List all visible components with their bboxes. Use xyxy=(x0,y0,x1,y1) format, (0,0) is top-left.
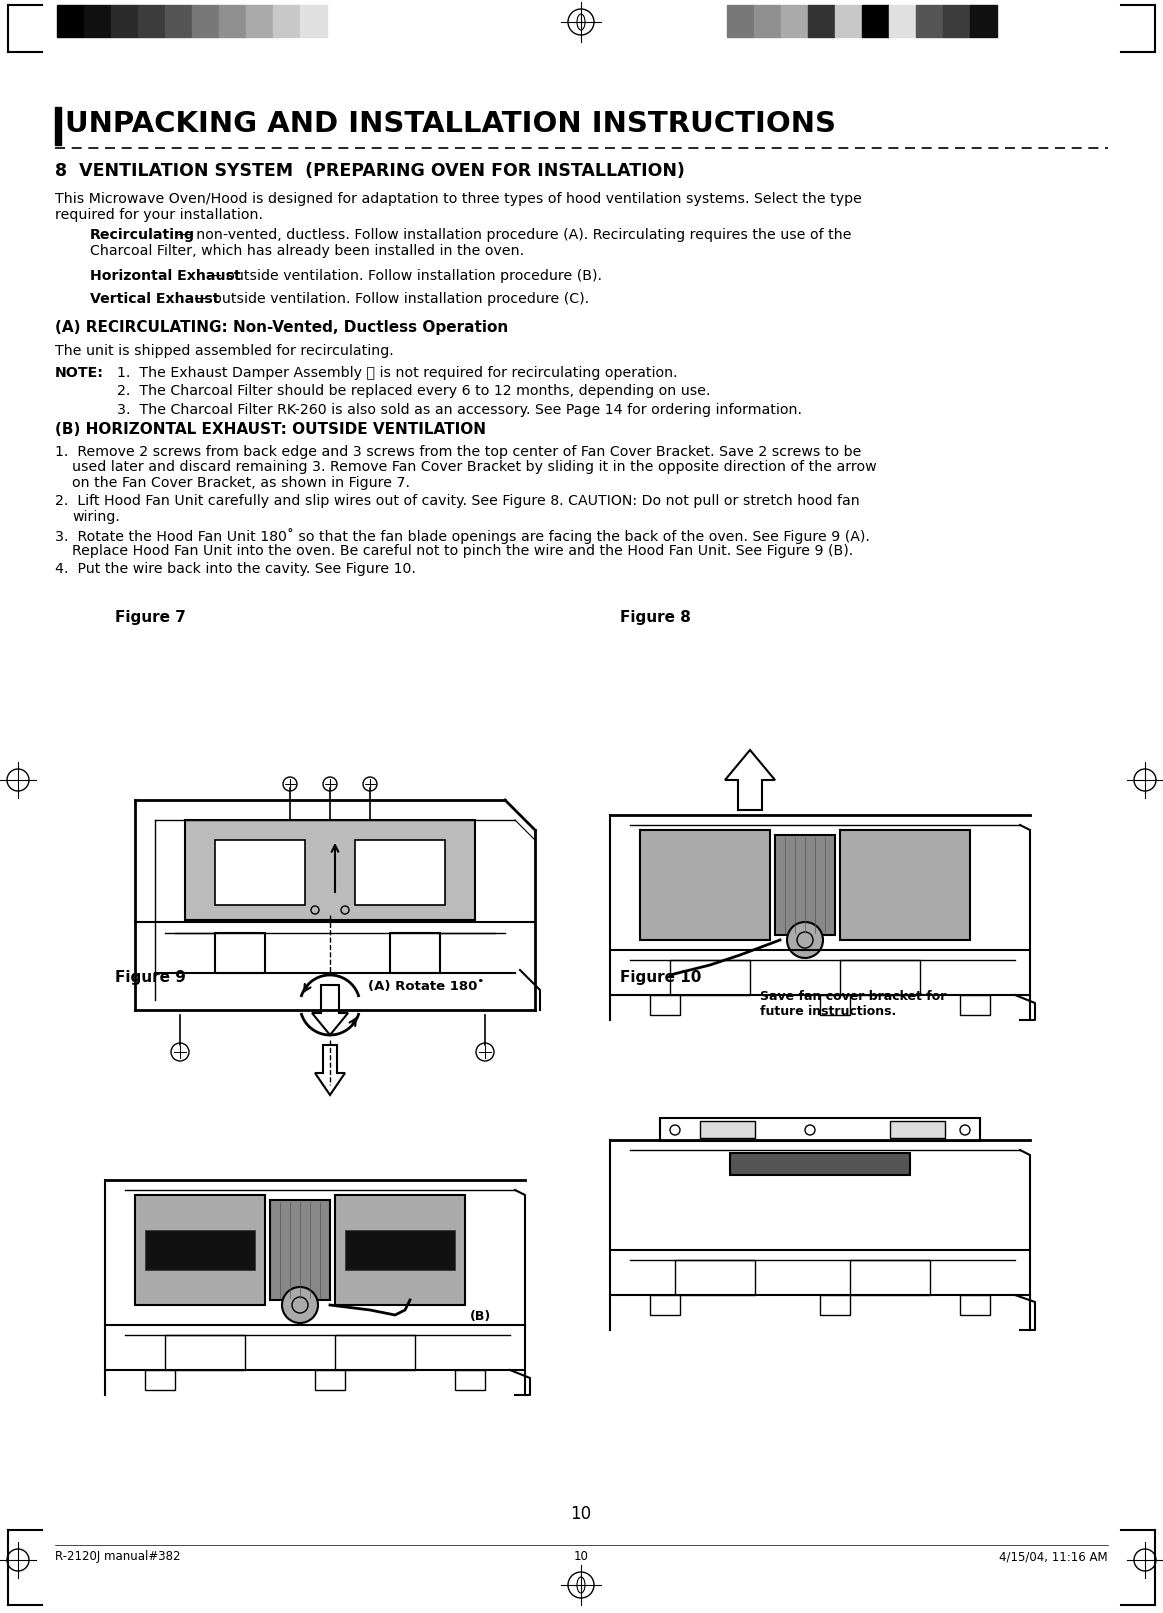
Text: Horizontal Exhaust: Horizontal Exhaust xyxy=(90,269,241,282)
Circle shape xyxy=(281,1287,317,1323)
Bar xyxy=(273,5,300,37)
Text: — outside ventilation. Follow installation procedure (C).: — outside ventilation. Follow installati… xyxy=(190,292,590,306)
Text: 3.  The Charcoal Filter RK-260 is also sold as an accessory. See Page 14 for ord: 3. The Charcoal Filter RK-260 is also so… xyxy=(117,403,802,418)
Bar xyxy=(820,995,850,1015)
Bar xyxy=(145,1369,174,1390)
Bar xyxy=(650,1295,680,1315)
Bar xyxy=(247,5,273,37)
Text: Charcoal Filter, which has already been installed in the oven.: Charcoal Filter, which has already been … xyxy=(90,244,525,258)
Text: 2.  Lift Hood Fan Unit carefully and slip wires out of cavity. See Figure 8. CAU: 2. Lift Hood Fan Unit carefully and slip… xyxy=(55,494,859,508)
Bar xyxy=(959,995,990,1015)
Text: 10: 10 xyxy=(573,1550,588,1563)
Bar xyxy=(650,995,680,1015)
Text: Figure 10: Figure 10 xyxy=(620,969,701,986)
Bar xyxy=(730,1153,909,1174)
Text: Save fan cover bracket for
future instructions.: Save fan cover bracket for future instru… xyxy=(759,990,947,1018)
Bar xyxy=(970,5,997,37)
Bar xyxy=(820,1295,850,1315)
Text: (B): (B) xyxy=(470,1310,491,1323)
Text: — non-vented, ductless. Follow installation procedure (A). Recirculating require: — non-vented, ductless. Follow installat… xyxy=(173,227,851,242)
Bar xyxy=(808,5,835,37)
Bar xyxy=(300,5,327,37)
Text: 3.  Rotate the Hood Fan Unit 180˚ so that the fan blade openings are facing the : 3. Rotate the Hood Fan Unit 180˚ so that… xyxy=(55,527,870,544)
Circle shape xyxy=(787,923,823,958)
Bar xyxy=(57,5,84,37)
Text: Vertical Exhaust: Vertical Exhaust xyxy=(90,292,220,306)
Bar xyxy=(215,932,265,973)
Bar xyxy=(943,5,970,37)
Bar xyxy=(335,1336,415,1369)
Text: Replace Hood Fan Unit into the oven. Be careful not to pinch the wire and the Ho: Replace Hood Fan Unit into the oven. Be … xyxy=(72,544,854,558)
Bar xyxy=(165,1336,245,1369)
Bar xyxy=(192,5,219,37)
Text: This Microwave Oven/Hood is designed for adaptation to three types of hood venti: This Microwave Oven/Hood is designed for… xyxy=(55,192,862,206)
Bar xyxy=(916,5,943,37)
Bar xyxy=(659,1118,980,1140)
Bar xyxy=(110,5,138,37)
Bar xyxy=(670,960,750,995)
Text: Figure 7: Figure 7 xyxy=(115,610,186,624)
Polygon shape xyxy=(725,750,775,810)
Bar xyxy=(355,840,445,905)
Text: 4.  Put the wire back into the cavity. See Figure 10.: 4. Put the wire back into the cavity. Se… xyxy=(55,561,416,576)
Bar xyxy=(145,1231,255,1269)
Bar xyxy=(215,840,305,905)
Text: 1.  Remove 2 screws from back edge and 3 screws from the top center of Fan Cover: 1. Remove 2 screws from back edge and 3 … xyxy=(55,445,862,460)
Text: The unit is shipped assembled for recirculating.: The unit is shipped assembled for recirc… xyxy=(55,344,394,358)
Bar xyxy=(185,819,475,919)
Text: — outside ventilation. Follow installation procedure (B).: — outside ventilation. Follow installati… xyxy=(204,269,602,282)
Text: NOTE:: NOTE: xyxy=(55,366,104,381)
Bar xyxy=(959,1295,990,1315)
Text: Recirculating: Recirculating xyxy=(90,227,195,242)
Bar xyxy=(165,5,192,37)
Text: (A) Rotate 180˚: (A) Rotate 180˚ xyxy=(368,981,484,994)
Text: 1.  The Exhaust Damper Assembly ⓨ is not required for recirculating operation.: 1. The Exhaust Damper Assembly ⓨ is not … xyxy=(117,366,678,381)
Bar xyxy=(675,1260,755,1295)
Text: 8  VENTILATION SYSTEM  (PREPARING OVEN FOR INSTALLATION): 8 VENTILATION SYSTEM (PREPARING OVEN FOR… xyxy=(55,161,685,181)
Bar xyxy=(850,1260,930,1295)
Polygon shape xyxy=(315,1045,345,1095)
Text: used later and discard remaining 3. Remove Fan Cover Bracket by sliding it in th: used later and discard remaining 3. Remo… xyxy=(72,460,877,474)
Bar xyxy=(138,5,165,37)
Text: 4/15/04, 11:16 AM: 4/15/04, 11:16 AM xyxy=(999,1550,1108,1563)
Bar xyxy=(455,1369,485,1390)
Bar xyxy=(840,831,970,940)
Text: R-2120J manual#382: R-2120J manual#382 xyxy=(55,1550,180,1563)
Bar xyxy=(640,831,770,940)
Bar xyxy=(840,960,920,995)
Text: UNPACKING AND INSTALLATION INSTRUCTIONS: UNPACKING AND INSTALLATION INSTRUCTIONS xyxy=(65,110,836,139)
Text: Figure 8: Figure 8 xyxy=(620,610,691,624)
Bar xyxy=(390,932,440,973)
Bar xyxy=(775,836,835,936)
Bar xyxy=(782,5,808,37)
Bar xyxy=(335,1195,465,1305)
Bar xyxy=(889,5,916,37)
Bar xyxy=(84,5,110,37)
Text: (B) HORIZONTAL EXHAUST: OUTSIDE VENTILATION: (B) HORIZONTAL EXHAUST: OUTSIDE VENTILAT… xyxy=(55,423,486,437)
Bar xyxy=(270,1200,330,1300)
Bar xyxy=(835,5,862,37)
Bar xyxy=(862,5,889,37)
Text: 2.  The Charcoal Filter should be replaced every 6 to 12 months, depending on us: 2. The Charcoal Filter should be replace… xyxy=(117,384,711,398)
Bar xyxy=(315,1369,345,1390)
Bar xyxy=(890,1121,946,1139)
Bar xyxy=(135,1195,265,1305)
Text: required for your installation.: required for your installation. xyxy=(55,208,263,221)
Text: Figure 9: Figure 9 xyxy=(115,969,186,986)
Bar xyxy=(219,5,247,37)
Bar xyxy=(700,1121,755,1139)
Bar xyxy=(754,5,782,37)
Bar xyxy=(345,1231,455,1269)
Bar xyxy=(55,106,60,145)
Text: wiring.: wiring. xyxy=(72,510,120,524)
Text: 10: 10 xyxy=(570,1505,592,1523)
Polygon shape xyxy=(312,986,348,1036)
Bar xyxy=(727,5,754,37)
Text: (A) RECIRCULATING: Non-Vented, Ductless Operation: (A) RECIRCULATING: Non-Vented, Ductless … xyxy=(55,319,508,336)
Text: on the Fan Cover Bracket, as shown in Figure 7.: on the Fan Cover Bracket, as shown in Fi… xyxy=(72,476,411,490)
